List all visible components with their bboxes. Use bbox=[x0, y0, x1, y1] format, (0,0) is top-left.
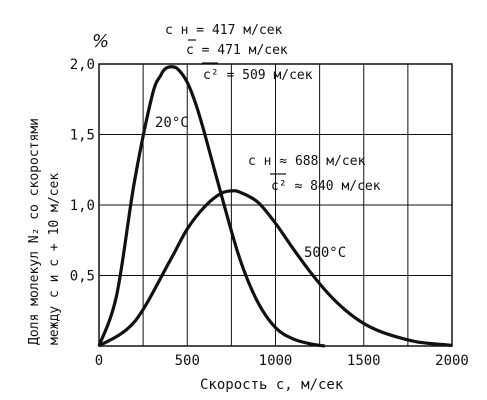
plot-frame bbox=[98, 63, 453, 347]
y-axis-label-2: между c и c + 10 м/сек bbox=[47, 173, 62, 345]
series-line-20c bbox=[97, 65, 326, 348]
x-axis-label: Скорость c, м/сек bbox=[200, 377, 344, 393]
y-tick-label: 0,5 bbox=[70, 269, 95, 285]
x-tick-label: 2000 bbox=[435, 353, 469, 369]
y-unit-label: % bbox=[92, 31, 109, 52]
curves bbox=[97, 65, 453, 348]
x-tick-label: 1000 bbox=[259, 353, 293, 369]
grid bbox=[98, 63, 453, 347]
annotation-vh-20: c н = 417 м/сек bbox=[165, 23, 283, 38]
y-tick-labels: 0,5 1,0 1,5 2,0 bbox=[70, 57, 95, 285]
x-tick-label: 0 bbox=[95, 353, 103, 369]
y-tick-label: 1,0 bbox=[70, 198, 95, 214]
y-tick-label: 1,5 bbox=[70, 128, 95, 144]
series-line-500c bbox=[98, 189, 453, 348]
y-axis-label: Доля молекул N₂ со скоростями bbox=[27, 118, 42, 345]
y-tick-label: 2,0 bbox=[70, 57, 95, 73]
x-tick-label: 1500 bbox=[347, 353, 381, 369]
annotation-vrms-20: c² = 509 м/сек bbox=[203, 68, 313, 83]
annotation-vh-500: c н ≈ 688 м/сек bbox=[248, 154, 366, 169]
annotation-vmean-20: c = 471 м/сек bbox=[186, 43, 288, 58]
annotation-vrms-500: c² ≈ 840 м/сек bbox=[271, 179, 381, 194]
x-tick-label: 500 bbox=[175, 353, 200, 369]
x-tick-labels: 0 500 1000 1500 2000 bbox=[95, 353, 469, 369]
curve-label-20: 20°C bbox=[155, 115, 189, 131]
curve-label-500: 500°C bbox=[304, 245, 346, 261]
